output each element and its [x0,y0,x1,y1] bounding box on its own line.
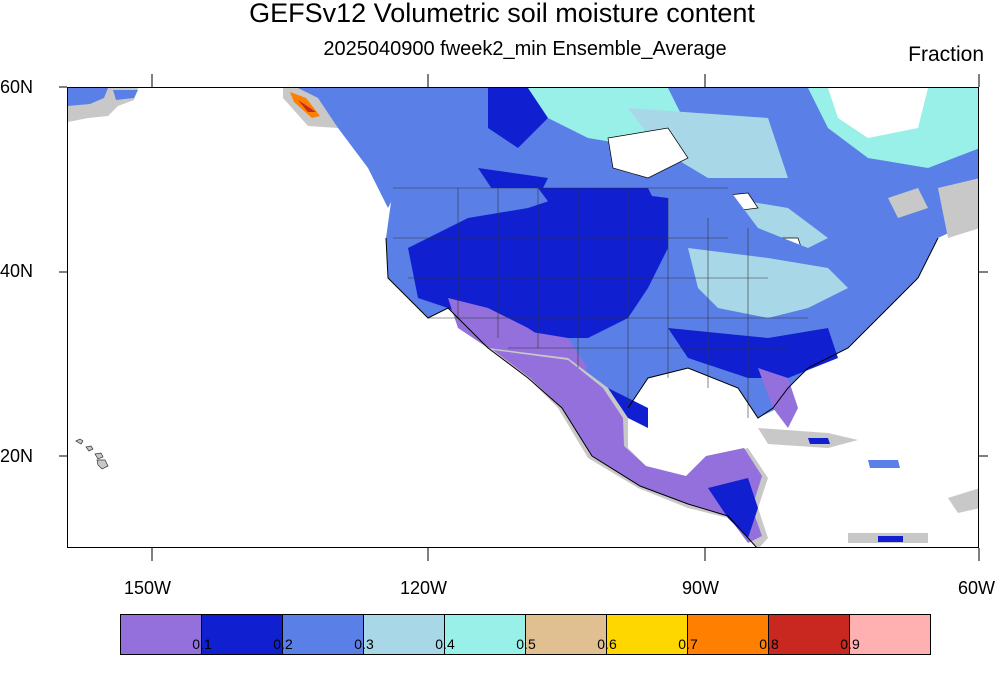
map-subtitle: 2025040900 fweek2_min Ensemble_Average [323,38,727,60]
lon-label-90w: 90W [682,578,720,598]
colorbar-label: 0.1 [192,636,212,652]
map-panel [67,87,979,548]
colorbar-label: 0.4 [435,636,455,652]
soil-moisture-map [68,88,978,547]
lat-label-40n: 40N [0,261,34,281]
hawaii-islands [75,438,109,470]
colorbar-swatch [525,614,607,655]
colorbar-swatch [849,614,931,655]
colorbar-label: 0.9 [840,636,860,652]
colorbar-swatch [363,614,445,655]
lon-label-60w: 60W [958,578,996,598]
caribbean-region [758,428,978,543]
colorbar-swatch [120,614,202,655]
map-title: GEFSv12 Volumetric soil moisture content [249,0,755,28]
colorbar-label: 0.3 [354,636,374,652]
state-boundaries [393,187,808,418]
colorbar-label: 0.2 [273,636,293,652]
colorbar-swatch [606,614,688,655]
lat-label-60n: 60N [0,77,34,97]
alaska-region [68,88,338,128]
colorbar-label: 0.5 [516,636,536,652]
colorbar-label: 0.7 [678,636,698,652]
colorbar [120,614,931,655]
mexico-region [488,348,768,547]
colorbar-swatch [201,614,283,655]
lat-label-20n: 20N [0,446,34,466]
coastlines [385,237,939,547]
lon-label-120w: 120W [400,578,448,598]
colorbar-label: 0.8 [759,636,779,652]
colorbar-label: 0.6 [597,636,617,652]
lon-label-150w: 150W [124,578,172,598]
units-label: Fraction [908,43,984,66]
colorbar-swatch [282,614,364,655]
